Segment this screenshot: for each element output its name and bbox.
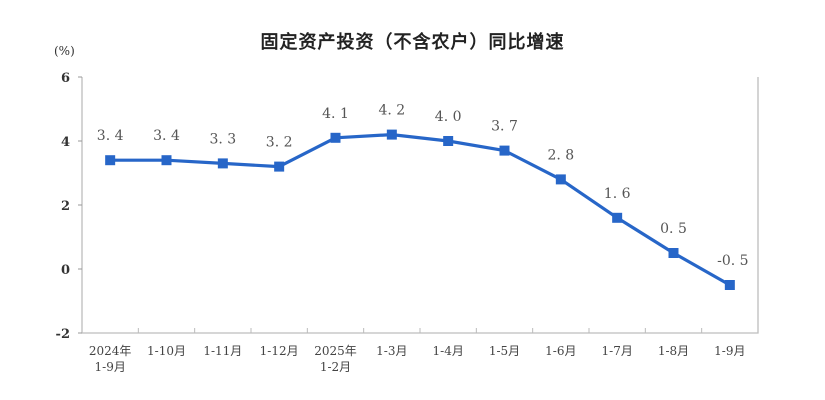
data-point-marker	[161, 155, 172, 166]
data-value-label: 3. 4	[97, 128, 124, 144]
data-value-label: 4. 2	[378, 103, 405, 119]
x-category-label: 1-12月	[260, 344, 299, 358]
x-category-label: 1-6月	[545, 344, 576, 358]
data-point-marker	[105, 155, 116, 166]
x-category-label: 1-3月	[376, 344, 407, 358]
y-tick-label: 0	[61, 263, 70, 278]
data-point-marker	[443, 136, 454, 146]
data-value-label: 3. 2	[266, 135, 293, 151]
data-value-label: 4. 1	[322, 106, 349, 122]
x-category-label: 2024年	[89, 344, 132, 358]
data-value-label: 2. 8	[547, 147, 574, 163]
y-tick-label: 4	[61, 135, 70, 150]
data-point-marker	[612, 212, 623, 223]
y-tick-label: 2	[61, 199, 70, 214]
data-value-label: 3. 3	[209, 131, 236, 147]
x-category-label: 2025年	[314, 344, 357, 358]
data-point-marker	[386, 129, 397, 140]
y-tick-label: 6	[61, 71, 70, 86]
data-point-marker	[724, 280, 735, 290]
data-value-label: 0. 5	[660, 221, 687, 237]
x-category-label: 1-10月	[147, 344, 186, 358]
data-point-marker	[330, 132, 341, 143]
x-category-label: 1-9月	[714, 344, 745, 358]
series-line	[110, 133, 731, 287]
x-category-label: 1-5月	[489, 344, 520, 358]
y-tick-label: -2	[56, 327, 70, 342]
data-value-label: 4. 0	[435, 109, 462, 125]
data-value-label: 3. 4	[153, 128, 180, 144]
x-category-label: 1-2月	[320, 360, 351, 374]
data-value-label: 1. 6	[604, 186, 631, 202]
x-category-label: 1-4月	[433, 344, 464, 358]
x-category-label: 1-7月	[602, 344, 633, 358]
plot-frame	[81, 77, 759, 334]
data-point-marker	[499, 145, 510, 156]
data-point-marker	[274, 161, 285, 172]
data-point-marker	[668, 248, 679, 258]
data-value-label: -0. 5	[717, 253, 748, 269]
chart-title: 固定资产投资（不含农户）同比增速	[260, 32, 565, 53]
data-point-marker	[555, 174, 566, 185]
x-category-label: 1-8月	[658, 344, 689, 358]
y-axis-unit: (%)	[54, 44, 75, 58]
data-point-marker	[217, 158, 228, 169]
x-category-label: 1-11月	[203, 344, 242, 358]
data-value-label: 3. 7	[491, 119, 518, 135]
x-category-label: 1-9月	[95, 360, 126, 374]
